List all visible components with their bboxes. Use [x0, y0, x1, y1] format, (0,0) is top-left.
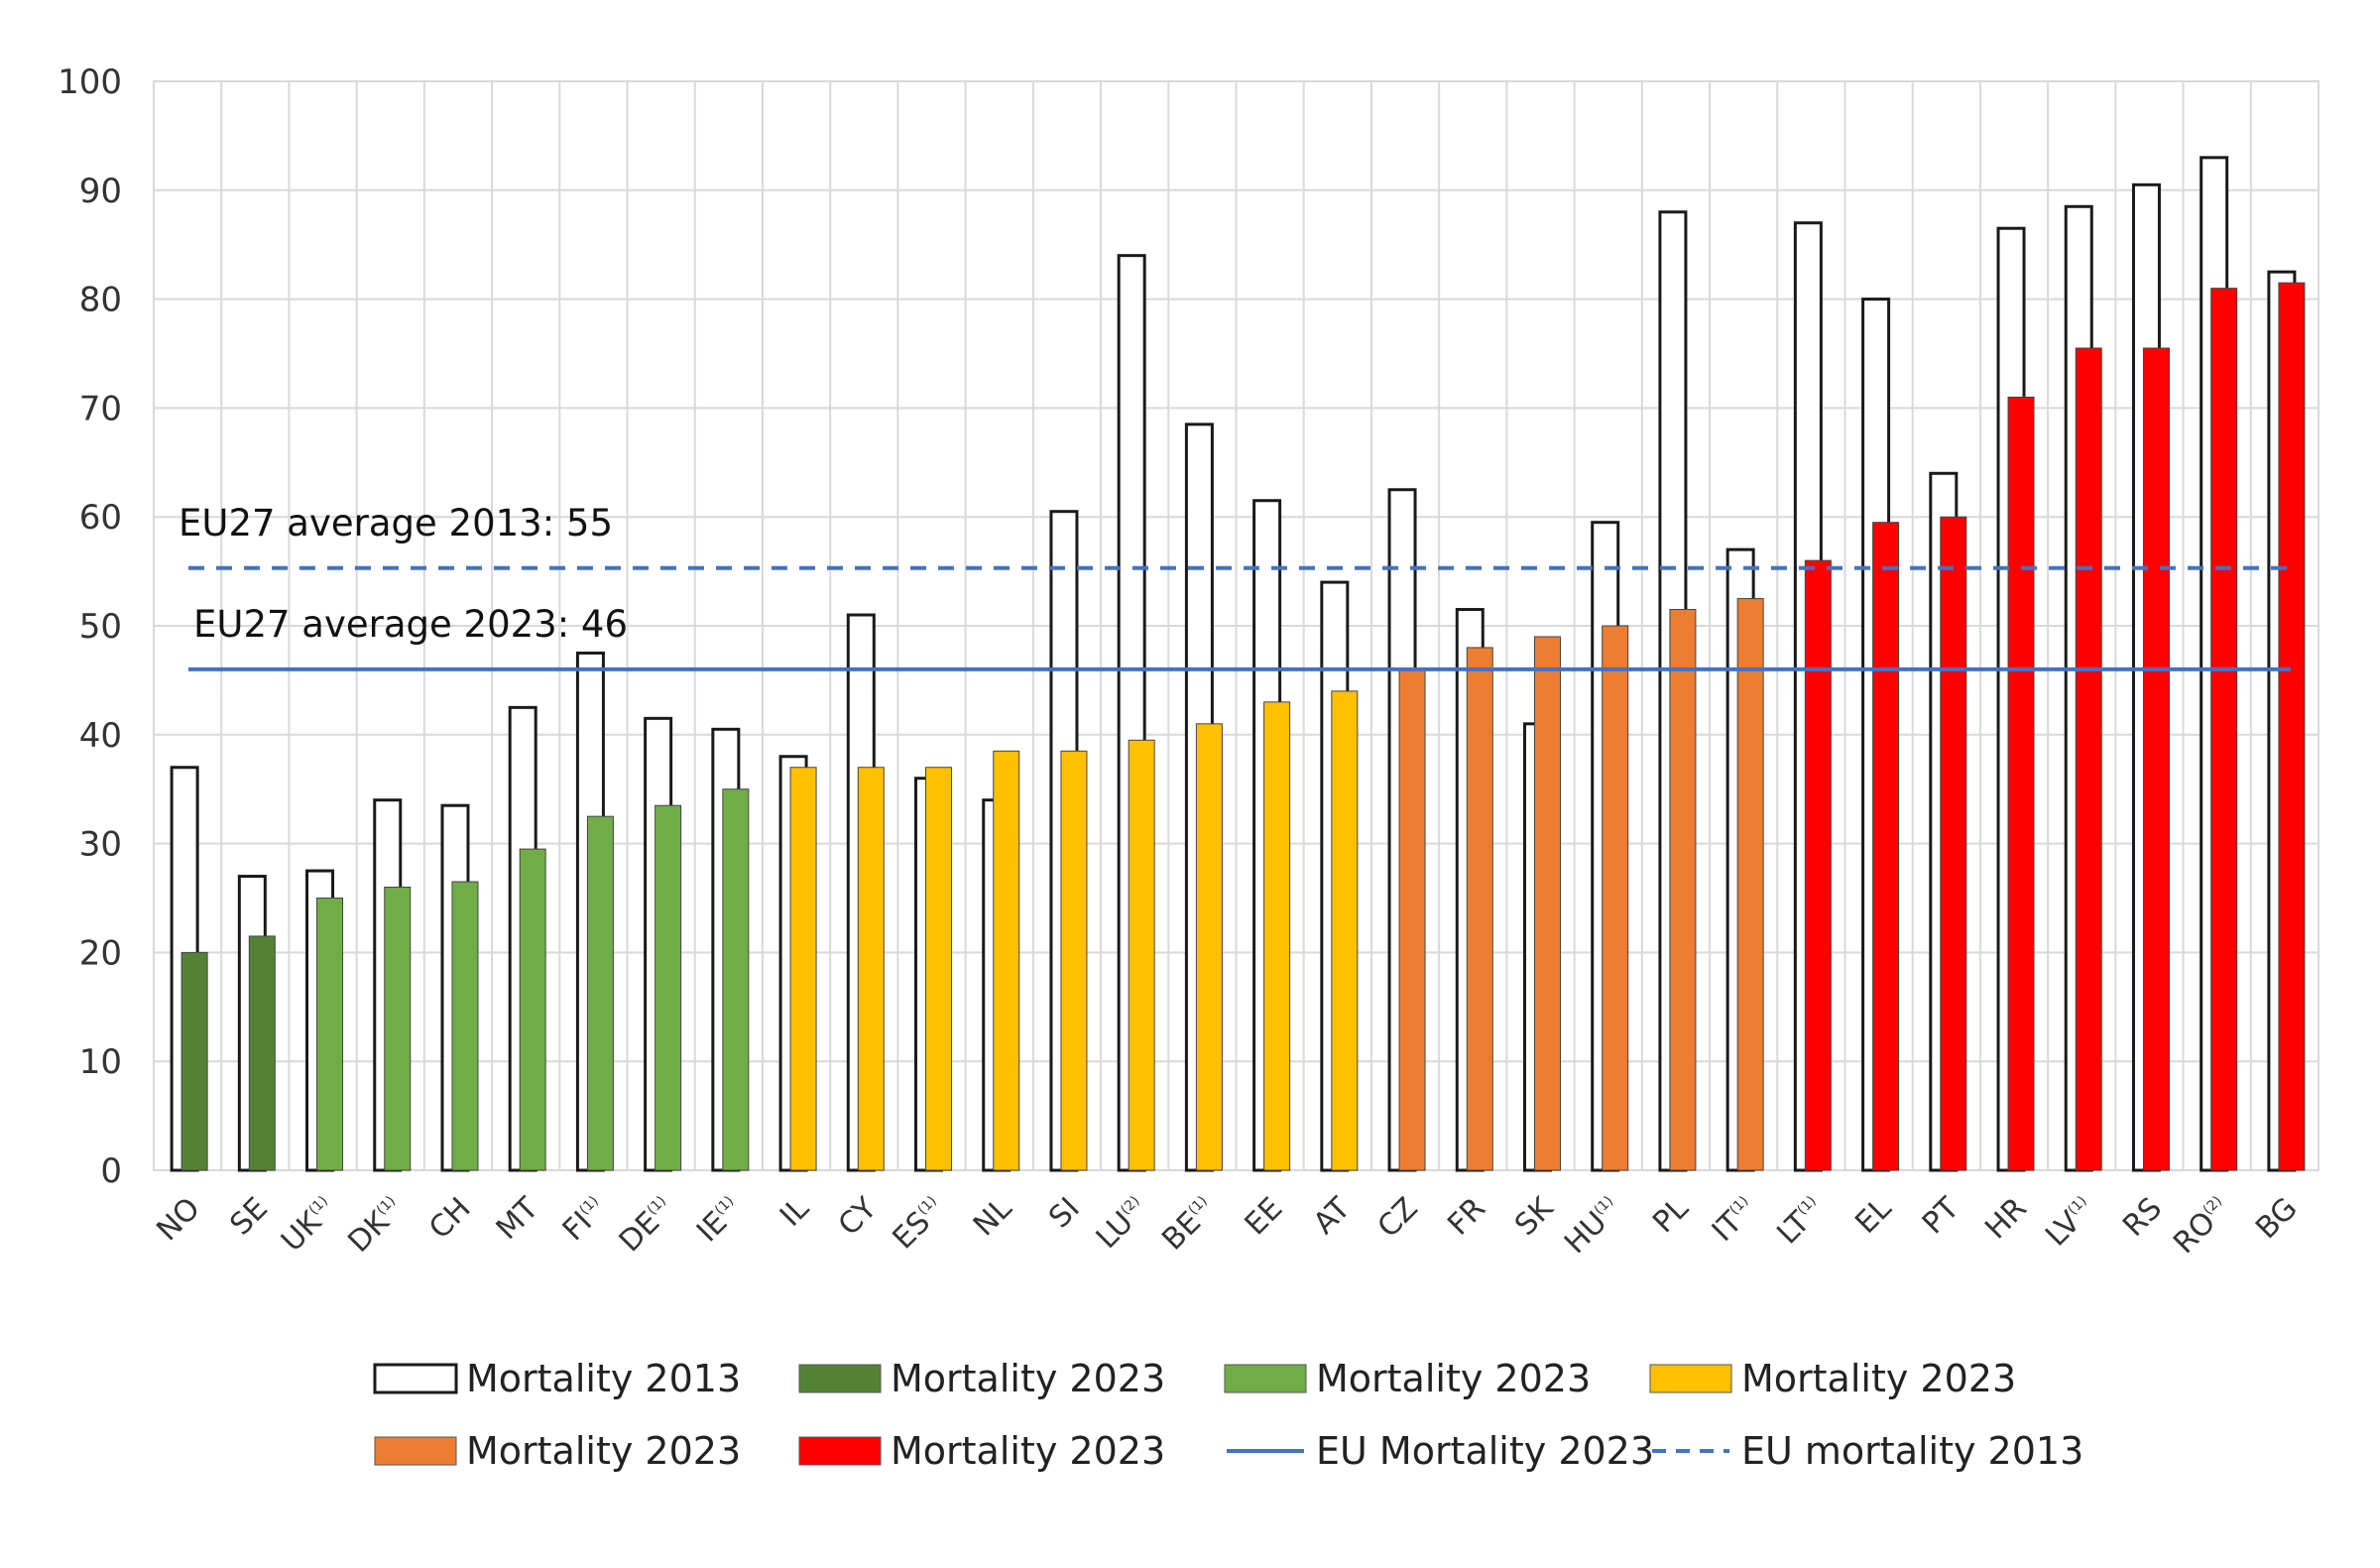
bar-2023-sk [1533, 636, 1561, 1171]
reference-lines: EU27 average 2023: 46 EU27 average 2013: … [178, 502, 2291, 671]
legend-label: Mortality 2023 [1316, 1357, 1591, 1400]
y-tick-label: 90 [79, 172, 122, 211]
y-tick-label: 30 [79, 825, 122, 865]
bar-2023-ch [451, 881, 479, 1171]
bar-2023-lv [2075, 347, 2102, 1171]
bar-2023-se [248, 935, 276, 1171]
legend-label: Mortality 2013 [466, 1357, 741, 1400]
legend-label: EU mortality 2013 [1741, 1429, 2083, 1473]
y-tick-label: 20 [79, 933, 122, 973]
bar-2023-nl [993, 750, 1020, 1171]
bar-2023-hu [1602, 625, 1629, 1171]
bar-2023-es [925, 767, 953, 1171]
bars-mortality-2023 [180, 282, 2306, 1171]
bar-2023-pl [1669, 609, 1697, 1171]
bar-2023-it [1736, 598, 1764, 1171]
y-tick-label: 80 [79, 281, 122, 320]
y-tick-label: 100 [58, 62, 122, 102]
bar-2023-ro [2210, 288, 2238, 1171]
y-tick-label: 60 [79, 498, 122, 538]
bar-2023-de [654, 804, 682, 1171]
bar-2023-il [789, 767, 817, 1171]
bar-2023-fr [1466, 647, 1493, 1171]
legend-label: Mortality 2023 [891, 1357, 1165, 1400]
legend: Mortality 2013 Mortality 2023 Mortality 20… [373, 1357, 2083, 1473]
bar-2023-ee [1263, 701, 1291, 1171]
legend-swatch-fill [798, 1364, 882, 1393]
bar-2023-rs [2142, 347, 2170, 1171]
bar-2023-lu [1128, 739, 1155, 1171]
bar-2023-el [1872, 522, 1900, 1171]
bar-2023-pt [1940, 516, 1967, 1171]
legend-swatch-outline [373, 1363, 458, 1394]
bar-2023-mt [519, 848, 546, 1171]
legend-swatch-fill [1224, 1364, 1307, 1393]
bar-2023-uk [316, 898, 344, 1171]
y-tick-label: 70 [79, 389, 122, 428]
y-axis-ticks: 0 10 20 30 40 50 60 70 80 90 100 [58, 62, 122, 1191]
bar-2023-si [1060, 750, 1088, 1171]
bar-2023-lt [1804, 559, 1832, 1171]
legend-swatch-fill [1649, 1364, 1732, 1393]
y-tick-label: 0 [100, 1151, 122, 1191]
bar-2023-no [180, 951, 208, 1171]
reference-annotation-2013: EU27 average 2013: 55 [178, 502, 613, 544]
bar-2023-be [1195, 723, 1223, 1171]
legend-label: Mortality 2023 [466, 1429, 741, 1473]
reference-annotation-2023: EU27 average 2023: 46 [193, 603, 628, 646]
bar-2023-at [1331, 690, 1359, 1171]
legend-swatch-fill [374, 1436, 457, 1466]
bar-2023-ie [722, 788, 750, 1171]
y-tick-label: 50 [79, 607, 122, 647]
bar-2023-bg [2278, 282, 2306, 1171]
legend-label: EU Mortality 2023 [1316, 1429, 1654, 1473]
bar-2023-fi [586, 815, 614, 1171]
legend-label: Mortality 2023 [891, 1429, 1165, 1473]
legend-label: Mortality 2023 [1741, 1357, 2016, 1400]
bar-2023-dk [384, 887, 412, 1171]
bar-2023-hr [2007, 396, 2035, 1171]
bar-2023-cy [857, 767, 885, 1171]
legend-swatch-fill [798, 1436, 882, 1466]
y-tick-label: 10 [79, 1042, 122, 1082]
bar-2023-cz [1398, 668, 1426, 1171]
plot-area: 0 10 20 30 40 50 60 70 80 90 100 EU27 average 2023… [58, 62, 2320, 1261]
y-tick-label: 40 [79, 716, 122, 756]
